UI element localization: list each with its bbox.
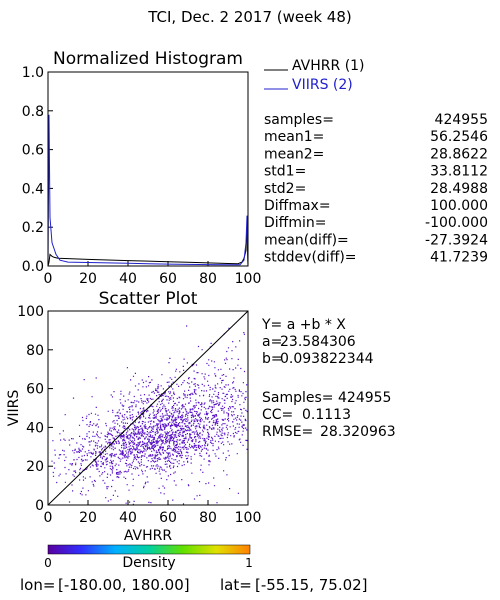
legend-label-avhrr: AVHRR (1): [292, 58, 365, 74]
footer-lon-label: lon=: [20, 576, 55, 594]
fit-stat-value: 28.320963: [320, 424, 396, 440]
scatter-density-cloud: [51, 325, 248, 505]
scatter-x-tick-label: 80: [199, 510, 217, 526]
stat-label: mean(diff)=: [264, 232, 349, 248]
stat-label: mean2=: [264, 146, 324, 162]
stat-value: 424955: [435, 112, 488, 128]
stat-label: Diffmin=: [264, 215, 326, 231]
histogram-y-tick-label: 0.6: [22, 143, 44, 159]
fit-stat-value: 0.1113: [302, 407, 351, 423]
histogram-y-tick-label: 1.0: [22, 65, 44, 81]
histogram-y-tick-label: 0.8: [22, 104, 44, 120]
fit-stat-label: CC=: [262, 407, 293, 423]
fit-stat-value: 424955: [338, 390, 391, 406]
colorbar-min-label: 0: [44, 556, 52, 570]
stat-value: 33.8112: [430, 164, 488, 180]
fit-stat-label: Samples=: [262, 390, 334, 406]
stat-value: 28.4988: [430, 181, 488, 197]
stat-label: stddev(diff)=: [264, 250, 357, 266]
scatter-y-tick-label: 20: [26, 459, 44, 475]
histogram-x-tick-label: 20: [79, 271, 97, 287]
fit-stat-label: RMSE=: [262, 424, 313, 440]
statistics-block: samples= 424955 mean1= 56.2546 mean2= 28.8622…: [264, 112, 488, 266]
scatter-x-axis-label: AVHRR: [124, 528, 173, 544]
histogram-series-viirs: [47, 114, 249, 267]
stat-label: std2=: [264, 181, 306, 197]
histogram-plot-frame: [47, 71, 249, 267]
footer-lat-label: lat=: [220, 576, 252, 594]
scatter-points: [51, 325, 248, 505]
histogram-y-tick-label: 0.0: [22, 259, 44, 275]
histogram-x-tick-label: 80: [199, 271, 217, 287]
histogram-series-avhrr: [47, 227, 249, 267]
scatter-y-tick-label: 80: [26, 343, 44, 359]
scatter-plot-frame: [47, 310, 249, 506]
histogram-y-tick-label: 0.2: [22, 220, 44, 236]
one-to-one-line: [47, 310, 249, 506]
stat-value: 56.2546: [430, 129, 488, 145]
stat-label: std1=: [264, 164, 306, 180]
stat-value: 28.8622: [430, 146, 488, 162]
scatter-x-tick-label: 20: [79, 510, 97, 526]
regression-equation: Y= a +b * X: [261, 317, 346, 333]
stat-value: -27.3924: [425, 232, 488, 248]
scatter-y-tick-label: 40: [26, 420, 44, 436]
regression-a-value: 23.584306: [280, 334, 356, 350]
legend-label-viirs: VIIRS (2): [292, 77, 353, 93]
scatter-x-tick-label: 40: [119, 510, 137, 526]
stat-label: mean1=: [264, 129, 324, 145]
scatter-y-axis-label: VIIRS: [6, 390, 22, 427]
scatter-y-tick-label: 100: [17, 304, 44, 320]
scatter-x-tick-label: 0: [44, 510, 53, 526]
stat-value: 100.000: [430, 198, 488, 214]
histogram-x-tick-label: 0: [44, 271, 53, 287]
footer-lat-range: [-55.15, 75.02]: [255, 576, 368, 594]
scatter-y-tick-label: 60: [26, 382, 44, 398]
density-colorbar: [47, 544, 251, 555]
scatter-y-tick-label: 0: [35, 498, 44, 514]
regression-a-label: a=: [262, 334, 282, 350]
histogram-x-tick-label: 100: [235, 271, 262, 287]
histogram-x-tick-label: 60: [159, 271, 177, 287]
regression-b-label: b=: [262, 351, 283, 367]
stat-label: Diffmax=: [264, 198, 331, 214]
stat-value: 41.7239: [430, 250, 488, 266]
stat-value: -100.000: [425, 215, 488, 231]
scatter-title: Scatter Plot: [99, 289, 198, 309]
colorbar-max-label: 1: [245, 556, 253, 570]
colorbar-title: Density: [122, 555, 175, 571]
histogram-x-tick-label: 40: [119, 271, 137, 287]
regression-b-value: 0.093822344: [280, 351, 374, 367]
histogram-title: Normalized Histogram: [53, 49, 243, 69]
scatter-x-tick-label: 60: [159, 510, 177, 526]
histogram-y-tick-label: 0.4: [22, 181, 44, 197]
stat-label: samples=: [264, 112, 334, 128]
page-title: TCI, Dec. 2 2017 (week 48): [147, 8, 352, 26]
scatter-x-tick-label: 100: [235, 510, 262, 526]
footer-lon-range: [-180.00, 180.00]: [58, 576, 190, 594]
